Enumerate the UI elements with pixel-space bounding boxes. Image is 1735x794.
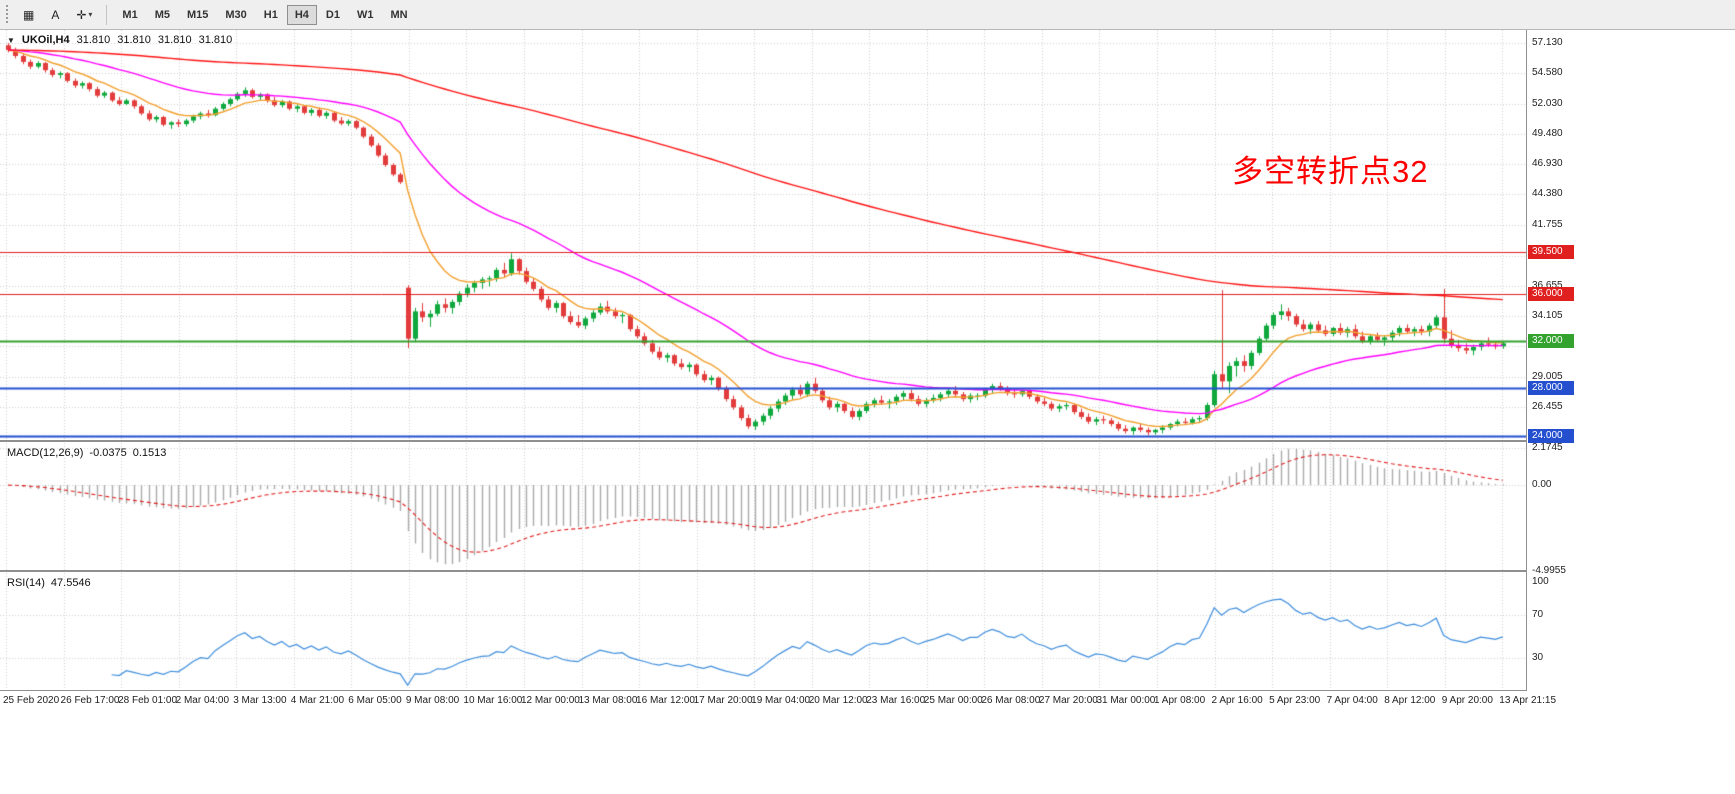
timeframe-button-d1[interactable]: D1	[318, 5, 348, 25]
macd-indicator-canvas[interactable]	[0, 443, 1526, 570]
date-tick-label: 27 Mar 20:00	[1038, 695, 1098, 706]
rsi-tick-label: 100	[1532, 575, 1549, 587]
date-tick-label: 20 Mar 12:00	[808, 695, 868, 706]
price-level-badge: 32.000	[1528, 334, 1574, 349]
date-axis[interactable]: 25 Feb 2020 26 Feb 17:00 28 Feb 01:00 2 Mar…	[0, 691, 1735, 711]
date-tick-label: 9 Mar 08:00	[405, 695, 460, 706]
macd-value-2: 0.1513	[132, 447, 167, 459]
price-tick-label: 49.480	[1532, 127, 1563, 139]
date-tick-label: 26 Mar 08:00	[981, 695, 1041, 706]
rsi-tick-label: 70	[1532, 608, 1544, 620]
timeframe-button-mn[interactable]: MN	[382, 5, 415, 25]
rsi-name: RSI(14)	[7, 577, 45, 589]
symbol-collapse-arrow[interactable]: ▼	[7, 35, 15, 45]
date-tick-label: 1 Apr 08:00	[1154, 695, 1206, 706]
timeframe-button-h1[interactable]: H1	[256, 5, 286, 25]
rsi-header: RSI(14) 47.5546	[7, 577, 91, 589]
date-tick-label: 13 Mar 08:00	[578, 695, 638, 706]
price-tick-label: 36.655	[1532, 279, 1563, 291]
date-tick-label: 28 Feb 01:00	[118, 695, 178, 706]
price-tick-label: 44.380	[1532, 188, 1563, 200]
date-tick-label: 31 Mar 00:00	[1096, 695, 1156, 706]
macd-value-1: -0.0375	[89, 447, 127, 459]
price-tick-label: 46.930	[1532, 158, 1563, 170]
panel-separator[interactable]	[0, 570, 1735, 572]
timeframe-group: M1 M5 M15 M30 H1 H4 D1 W1 MN	[114, 4, 415, 25]
price-tick-label: 34.105	[1532, 310, 1563, 322]
price-tick-label: 29.005	[1532, 370, 1563, 382]
ohlc-open: 31.810	[76, 34, 111, 46]
chart-symbol-header: ▼ UKOil,H4 31.810 31.810 31.810 31.810	[7, 34, 232, 46]
macd-header: MACD(12,26,9) -0.0375 0.1513	[7, 447, 166, 459]
price-level-badge: 39.500	[1528, 245, 1574, 260]
ohlc-low: 31.810	[157, 34, 192, 46]
rsi-value: 47.5546	[50, 577, 91, 589]
date-tick-label: 23 Mar 16:00	[866, 695, 926, 706]
cursor-tool-button[interactable]: ✛ ▾	[69, 4, 99, 26]
date-tick-label: 25 Feb 2020	[3, 695, 60, 706]
date-tick-label: 13 Apr 21:15	[1499, 695, 1557, 706]
symbol-label: UKOil,H4	[21, 34, 70, 46]
timeframe-button-m1[interactable]: M1	[114, 5, 145, 25]
chevron-down-icon: ▾	[88, 10, 93, 19]
toolbar-tools-group: ▦ A ✛ ▾	[16, 4, 99, 26]
date-tick-label: 16 Mar 12:00	[636, 695, 695, 706]
chart-annotation-text: 多空转折点32	[1232, 154, 1429, 189]
date-tick-label: 19 Mar 04:00	[751, 695, 811, 706]
timeframe-button-m30[interactable]: M30	[217, 5, 254, 25]
date-tick-label: 2 Apr 16:00	[1211, 695, 1263, 706]
charts-grid-button[interactable]: ▦	[16, 4, 41, 26]
date-tick-label: 8 Apr 12:00	[1384, 695, 1436, 706]
date-tick-label: 10 Mar 16:00	[463, 695, 523, 706]
chart-window: ▼ UKOil,H4 31.810 31.810 31.810 31.810 多…	[0, 30, 1735, 794]
rsi-indicator-canvas[interactable]	[0, 573, 1526, 691]
date-tick-label: 7 Apr 04:00	[1326, 695, 1378, 706]
price-chart-canvas[interactable]	[0, 30, 1526, 440]
date-tick-label: 17 Mar 20:00	[693, 695, 753, 706]
date-tick-label: 26 Feb 17:00	[60, 695, 120, 706]
date-tick-label: 9 Apr 20:00	[1441, 695, 1493, 706]
timeframe-button-m5[interactable]: M5	[147, 5, 178, 25]
price-level-badge: 36.000	[1528, 286, 1574, 301]
toolbar-drag-handle[interactable]	[4, 4, 10, 25]
ohlc-close: 31.810	[198, 34, 233, 46]
rsi-tick-label: 30	[1532, 652, 1544, 664]
macd-name: MACD(12,26,9)	[7, 447, 84, 459]
timeframe-button-w1[interactable]: W1	[349, 5, 382, 25]
price-tick-label: 57.130	[1532, 37, 1563, 49]
date-tick-label: 3 Mar 13:00	[233, 695, 287, 706]
toolbar-separator	[106, 4, 108, 25]
price-axis[interactable]: 57.130 54.580 52.030 49.480 46.930 44.380 41.7…	[1526, 30, 1735, 691]
macd-tick-label: -4.9955	[1532, 564, 1566, 576]
price-level-badge: 24.000	[1528, 428, 1574, 443]
date-tick-label: 4 Mar 21:00	[290, 695, 345, 706]
date-tick-label: 2 Mar 04:00	[175, 695, 230, 706]
date-tick-label: 12 Mar 00:00	[520, 695, 580, 706]
price-tick-label: 26.455	[1532, 400, 1563, 412]
annotate-letter-button[interactable]: A	[43, 4, 67, 26]
ohlc-high: 31.810	[117, 34, 151, 46]
timeframe-button-h4[interactable]: H4	[286, 4, 317, 25]
date-tick-label: 5 Apr 23:00	[1269, 695, 1321, 706]
price-tick-label: 54.580	[1532, 67, 1563, 79]
price-level-badge: 28.000	[1528, 381, 1574, 396]
panel-separator[interactable]	[0, 440, 1735, 442]
top-toolbar: ▦ A ✛ ▾ M1 M5 M15 M30 H1 H4 D1 W1 MN	[0, 0, 1735, 30]
date-tick-label: 6 Mar 05:00	[348, 695, 402, 706]
date-tick-label: 25 Mar 00:00	[923, 695, 983, 706]
macd-tick-label: 0.00	[1532, 479, 1552, 491]
macd-tick-label: 2.1745	[1532, 441, 1563, 453]
price-tick-label: 52.030	[1532, 97, 1563, 109]
timeframe-button-m15[interactable]: M15	[179, 5, 216, 25]
price-tick-label: 41.755	[1532, 219, 1563, 231]
